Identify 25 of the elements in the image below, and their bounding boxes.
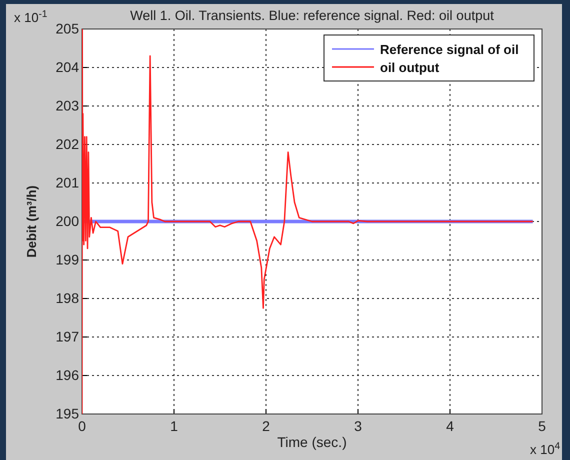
y-tick-label: 198	[56, 290, 80, 306]
y-tick-label: 201	[56, 174, 80, 190]
x-axis-title: Time (sec.)	[277, 434, 347, 450]
chart-title: Well 1. Oil. Transients. Blue: reference signal. Red: oil output	[130, 8, 494, 23]
y-tick-label: 202	[56, 136, 80, 152]
y-tick-label: 195	[56, 405, 80, 422]
y-tick-label: 203	[56, 97, 80, 114]
text: x 10$^{4}$	[530, 440, 561, 457]
x-tick-label: 0	[78, 418, 86, 434]
legend-label: oil output	[380, 60, 440, 75]
line-series	[82, 29, 534, 414]
y-tick-label: 204	[56, 58, 80, 75]
y-tick-label: 200	[56, 212, 80, 229]
y-tick-label: 199	[56, 251, 80, 268]
y-tick-label: 197	[56, 328, 80, 344]
text: x 10$^{-1}$	[14, 8, 48, 25]
y-tick-label: 196	[56, 366, 80, 383]
legend-label: Reference signal of oil	[380, 42, 519, 57]
x-tick-label: 4	[446, 418, 454, 434]
y-axis-title: Debit (m³/h)	[24, 185, 39, 258]
y-tick-label: 205	[56, 20, 80, 36]
x-tick-label: 3	[354, 418, 362, 434]
x-tick-label: 1	[170, 418, 178, 434]
x-tick-label: 2	[262, 418, 270, 434]
x-tick-label: 5	[538, 418, 546, 434]
